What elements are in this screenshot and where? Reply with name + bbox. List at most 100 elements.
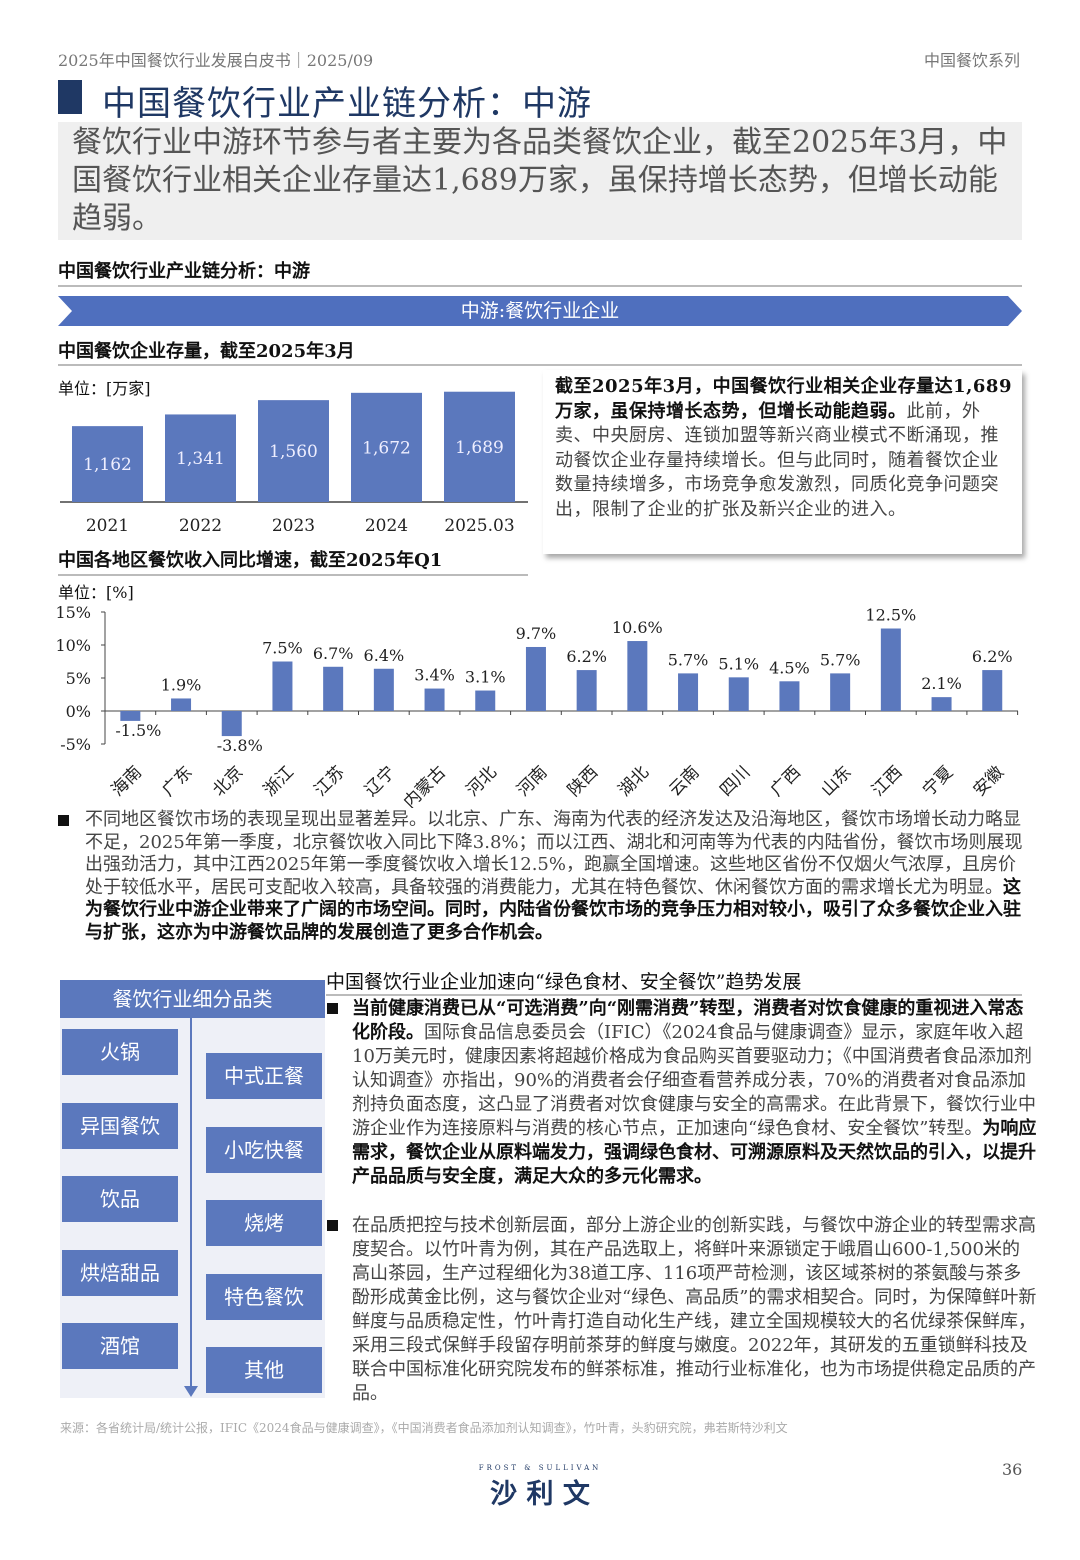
page-title: 中国餐饮行业产业链分析：中游 [102, 84, 592, 124]
data-label: 1,560 [269, 442, 318, 462]
text-run: 截至2025年3月，中国餐饮行业相关企业存量达1,689万家，虽保持增长态势，但… [555, 376, 1012, 422]
title-marker [58, 80, 82, 114]
data-label: 7.5% [262, 639, 303, 658]
data-label: -1.5% [115, 721, 161, 740]
bar [272, 661, 293, 711]
text-run: 此前，外卖、中央厨房、连锁加盟等新兴商业模式不断涌现，推动餐饮企业存量持续增长。… [555, 400, 999, 520]
y-tick-label: 10% [55, 636, 91, 655]
category-3: 饮品 [62, 1176, 178, 1222]
x-tick-label: 安徽 [970, 762, 1008, 800]
trend-bullet-1: 当前健康消费已从“可选消费”向“刚需消费”转型，消费者对饮食健康的重视进入常态化… [352, 997, 1037, 1189]
text-run: 为响应需求，餐饮企业从原料端发力，强调绿色食材、可溯源原料及天然饮品的引入，以提… [352, 1118, 1037, 1187]
category-10: 其他 [206, 1347, 322, 1393]
data-label: 1,689 [455, 438, 504, 458]
divider [326, 994, 1022, 996]
bar [120, 711, 141, 721]
category-8: 烧烤 [206, 1200, 322, 1246]
x-tick-label: 北京 [209, 762, 247, 800]
source-note: 来源：各省统计局/统计公报，IFIC《2024食品与健康调查》，《中国消费者食品… [60, 1421, 788, 1435]
x-tick-label: 江西 [868, 762, 906, 800]
bar [373, 668, 394, 711]
logo-en: FROST & SULLIVAN [478, 1464, 602, 1472]
page-number: 36 [1002, 1460, 1023, 1479]
x-tick-label: 山东 [818, 762, 856, 800]
regional-paragraph: 不同地区餐饮市场的表现呈现出显著差异。以北京、广东、海南为代表的经济发达及沿海地… [85, 809, 1025, 944]
category-9: 特色餐饮 [206, 1273, 322, 1320]
data-label: -3.8% [217, 736, 263, 755]
data-label: 1,341 [176, 449, 225, 469]
bar [424, 688, 445, 711]
logo-cn: 沙 利 文 [490, 1479, 590, 1510]
stock-unit: 单位：[万家] [58, 379, 151, 398]
bullet [327, 1220, 338, 1231]
y-tick-label: -5% [60, 735, 91, 754]
trend-title: 中国餐饮行业企业加速向“绿色食材、安全餐饮”趋势发展 [326, 971, 802, 993]
data-label: 12.5% [865, 606, 916, 625]
divider [58, 285, 1022, 287]
category-2: 异国餐饮 [62, 1102, 178, 1149]
y-tick-label: 0% [66, 702, 91, 721]
data-label: 5.1% [718, 654, 759, 673]
data-label: 6.7% [313, 644, 354, 663]
x-tick-label: 2024 [365, 516, 408, 536]
category-5: 酒馆 [62, 1323, 178, 1369]
data-label: 5.7% [668, 650, 709, 669]
divider [58, 574, 528, 576]
x-tick-label: 辽宁 [361, 762, 399, 800]
x-tick-label: 陕西 [564, 762, 602, 800]
bar [627, 641, 648, 711]
bar [982, 670, 1003, 711]
stock-commentary-box: 截至2025年3月，中国餐饮行业相关企业存量达1,689万家，虽保持增长态势，但… [543, 370, 1022, 554]
bar [171, 698, 192, 711]
data-label: 1.9% [161, 675, 202, 694]
summary-box: 餐饮行业中游环节参与者主要为各品类餐饮企业，截至2025年3月，中国餐饮行业相关… [58, 122, 1022, 240]
bar [779, 681, 800, 711]
category-panel-title: 餐饮行业细分品类 [60, 980, 325, 1018]
x-tick-label: 宁夏 [919, 762, 957, 800]
x-tick-label: 河北 [463, 762, 501, 800]
text-run: 国际食品信息委员会（IFIC）《2024食品与健康调查》显示，家庭年收入超10万… [352, 1022, 1036, 1139]
x-tick-label: 河南 [513, 762, 551, 800]
data-label: 1,162 [83, 455, 132, 475]
data-label: 9.7% [516, 624, 557, 643]
stock-chart-title: 中国餐饮企业存量，截至2025年3月 [58, 341, 355, 362]
y-tick-label: 5% [66, 669, 91, 688]
x-tick-label: 广西 [767, 762, 805, 800]
x-tick-label: 2023 [272, 516, 315, 536]
x-tick-label: 四川 [716, 762, 754, 800]
header-series: 中国餐饮系列 [923, 51, 1020, 70]
header-doc-title: 2025年中国餐饮行业发展白皮书｜2025/09 [58, 51, 374, 70]
section-label: 中国餐饮行业产业链分析：中游 [58, 261, 310, 282]
bar [525, 646, 546, 711]
regional-bar-chart: 15% 10% 5% 0% -5% -1.5% 海南 1.9% 广东 -3.8% 北京 7.5% 浙江 6… [55, 603, 1019, 808]
bar [444, 391, 515, 502]
bar [830, 673, 851, 711]
bullet [327, 1003, 338, 1014]
regional-chart-title: 中国各地区餐饮收入同比增速，截至2025年Q1 [58, 550, 443, 571]
x-tick-label: 广东 [158, 762, 196, 800]
x-tick-label: 云南 [665, 762, 703, 800]
bullet [58, 815, 69, 826]
x-tick-label: 湖北 [615, 762, 653, 800]
category-6: 中式正餐 [206, 1053, 322, 1099]
x-tick-label: 2022 [179, 516, 222, 536]
data-label: 6.4% [364, 646, 405, 665]
data-label: 2.1% [921, 674, 962, 693]
data-label: 6.2% [972, 647, 1013, 666]
bar [576, 670, 597, 711]
banner-arrow [58, 296, 1022, 326]
divider [58, 364, 1022, 366]
y-tick-label: 15% [55, 603, 91, 622]
data-label: 10.6% [612, 618, 663, 637]
stock-bar-chart: 1,162 2021 1,341 2022 1,560 2023 1,672 2024 1,68… [60, 391, 528, 536]
bar [931, 697, 952, 711]
category-7: 小吃快餐 [206, 1126, 322, 1173]
bar [475, 690, 496, 711]
bar [72, 426, 143, 502]
trend-bullet-2: 在品质把控与技术创新层面，部分上游企业的创新实践，与餐饮中游企业的转型需求高度契… [352, 1214, 1037, 1406]
data-label: 4.5% [769, 658, 810, 677]
category-4: 烘焙甜品 [62, 1249, 178, 1296]
category-1: 火锅 [62, 1029, 178, 1075]
bar [880, 628, 901, 711]
x-tick-label: 2021 [86, 516, 129, 536]
